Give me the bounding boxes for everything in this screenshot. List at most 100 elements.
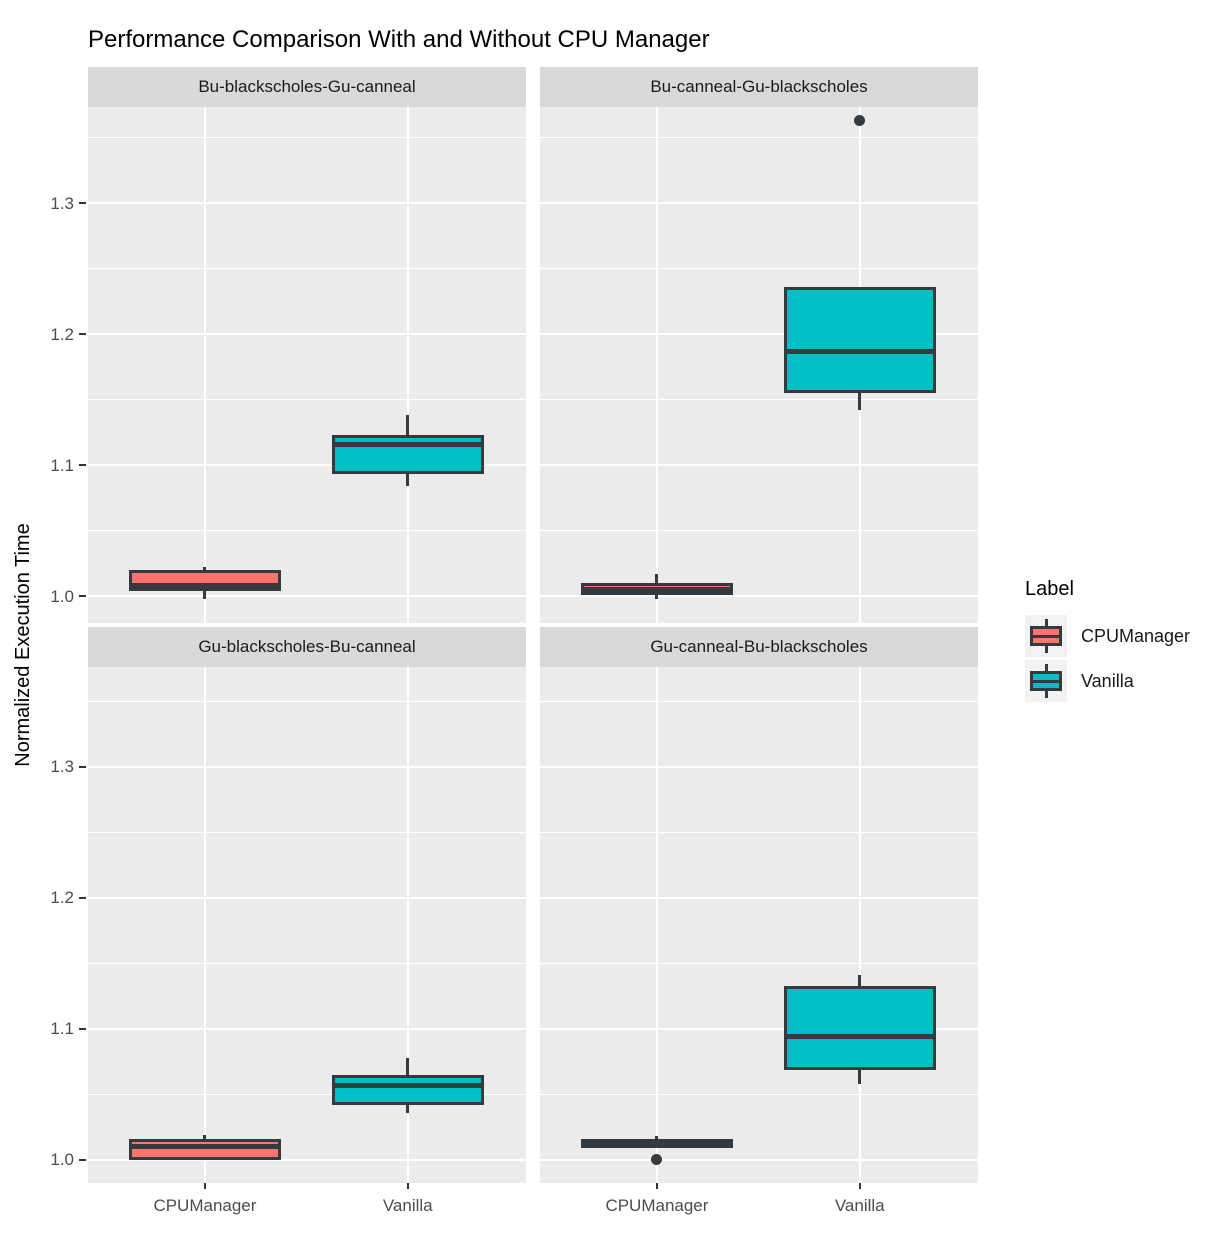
median-line [786, 348, 933, 354]
y-tick-label: 1.3 [50, 757, 74, 777]
y-tick-label: 1.3 [50, 193, 74, 213]
upper-whisker [406, 415, 410, 435]
major-gridline [88, 1027, 526, 1030]
legend-title: Label [1025, 578, 1074, 600]
major-gridline [88, 896, 526, 899]
median-line [334, 1082, 481, 1088]
major-gridline [88, 765, 526, 768]
upper-whisker [406, 1057, 410, 1075]
x-tick-mark [406, 1183, 409, 1189]
legend-item: CPUManager [1025, 615, 1190, 657]
y-tick-mark [79, 333, 86, 336]
legend-median-line [1030, 634, 1062, 638]
minor-gridline [88, 399, 526, 401]
major-gridline [540, 1158, 978, 1161]
legend-key-vanilla [1025, 660, 1067, 702]
median-line [583, 586, 730, 592]
minor-gridline [540, 268, 978, 270]
chart-title: Performance Comparison With and Without … [88, 26, 710, 53]
facet-strip: Gu-canneal-Bu-blackscholes [540, 627, 978, 667]
y-tick-label: 1.2 [50, 324, 74, 344]
outlier-point [854, 114, 866, 126]
vertical-gridline [203, 667, 206, 1183]
x-tick-mark [203, 1183, 206, 1189]
minor-gridline [540, 399, 978, 401]
boxplot-box [783, 985, 936, 1070]
legend-item-label: Vanilla [1081, 670, 1134, 691]
facet-strip: Bu-blackscholes-Gu-canneal [88, 67, 526, 107]
minor-gridline [88, 962, 526, 964]
major-gridline [540, 333, 978, 336]
major-gridline [540, 464, 978, 467]
minor-gridline [88, 268, 526, 270]
facet-panel [540, 107, 978, 623]
lower-whisker [406, 474, 410, 486]
legend-item: Vanilla [1025, 660, 1190, 702]
vertical-gridline [655, 667, 658, 1183]
lower-whisker [655, 594, 659, 599]
x-tick-label: CPUManager [153, 1196, 257, 1215]
minor-gridline [88, 530, 526, 532]
lower-whisker [858, 392, 862, 410]
facet-strip-label: Bu-blackscholes-Gu-canneal [198, 77, 416, 96]
major-gridline [540, 765, 978, 768]
y-tick-mark [79, 765, 86, 768]
facet-panel [540, 667, 978, 1183]
lower-whisker [406, 1104, 410, 1113]
y-tick-mark [79, 202, 86, 205]
boxplot-box [783, 286, 936, 393]
major-gridline [540, 896, 978, 899]
median-line [131, 583, 278, 589]
y-tick-label: 1.1 [50, 1019, 74, 1039]
y-tick-label: 1.2 [50, 888, 74, 908]
minor-gridline [88, 1093, 526, 1095]
median-line [334, 441, 481, 447]
y-tick-mark [79, 896, 86, 899]
x-tick-label: CPUManager [605, 1196, 709, 1215]
y-tick-mark [79, 595, 86, 597]
lower-whisker [858, 1069, 862, 1084]
median-line [786, 1034, 933, 1040]
y-tick-label: 1.0 [50, 1150, 74, 1170]
boxplot-box [331, 1074, 484, 1105]
legend-median-line [1030, 679, 1062, 683]
vertical-gridline [858, 667, 861, 1183]
minor-gridline [540, 831, 978, 833]
legend-items: CPUManager Vanilla [1025, 615, 1190, 702]
lower-whisker [203, 590, 207, 599]
upper-whisker [203, 567, 207, 570]
minor-gridline [88, 700, 526, 702]
median-line [583, 1141, 730, 1147]
upper-whisker [858, 975, 862, 986]
major-gridline [88, 464, 526, 467]
minor-gridline [540, 137, 978, 139]
upper-whisker [655, 1136, 659, 1139]
minor-gridline [88, 137, 526, 139]
major-gridline [540, 595, 978, 597]
facet-panel [88, 107, 526, 623]
x-tick-label: Vanilla [834, 1196, 885, 1215]
y-tick-label: 1.0 [50, 586, 74, 606]
vertical-gridline [406, 667, 409, 1183]
minor-gridline [540, 700, 978, 702]
minor-gridline [540, 1093, 978, 1095]
vertical-gridline [203, 107, 206, 623]
major-gridline [88, 202, 526, 205]
facet-strip-label: Gu-canneal-Bu-blackscholes [650, 637, 868, 656]
legend: Label CPUManager Vanilla [1025, 578, 1190, 705]
facet-strip-label: Gu-blackscholes-Bu-canneal [198, 637, 416, 656]
x-tick-mark [858, 1183, 861, 1189]
y-axis-title: Normalized Execution Time [12, 523, 34, 767]
y-tick-mark [79, 464, 86, 467]
facet-strip: Bu-canneal-Gu-blackscholes [540, 67, 978, 107]
facet-panel [88, 667, 526, 1183]
major-gridline [540, 1027, 978, 1030]
major-gridline [88, 595, 526, 597]
boxplot-box [331, 434, 484, 475]
boxplot-box [128, 1138, 281, 1160]
outlier-point [651, 1154, 663, 1166]
facet-strip: Gu-blackscholes-Bu-canneal [88, 627, 526, 667]
minor-gridline [540, 530, 978, 532]
legend-item-label: CPUManager [1081, 625, 1191, 646]
